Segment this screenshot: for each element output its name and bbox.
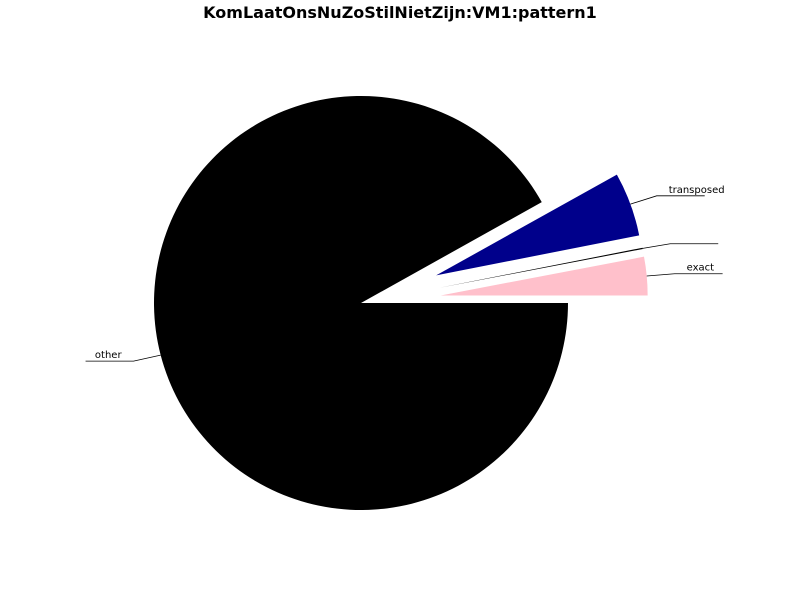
pie-slice-other <box>154 96 569 510</box>
pie-label-other: other <box>95 350 123 361</box>
leader-line-transposed <box>630 195 705 205</box>
chart-title: KomLaatOnsNuZoStilNietZijn:VM1:pattern1 <box>203 3 597 22</box>
pie-slice-transposed <box>436 174 640 276</box>
pie-labels: other transposed exact <box>85 185 725 362</box>
leader-line-unlabeled-2 <box>642 243 719 249</box>
pie-label-exact: exact <box>687 263 715 274</box>
pie-slices <box>154 96 648 510</box>
pie-label-transposed: transposed <box>669 185 725 196</box>
leader-line-exact <box>646 273 723 277</box>
leader-line-other <box>85 354 161 362</box>
pie-slice-unlabeled-2 <box>439 247 643 288</box>
pie-slice-exact <box>440 256 648 296</box>
